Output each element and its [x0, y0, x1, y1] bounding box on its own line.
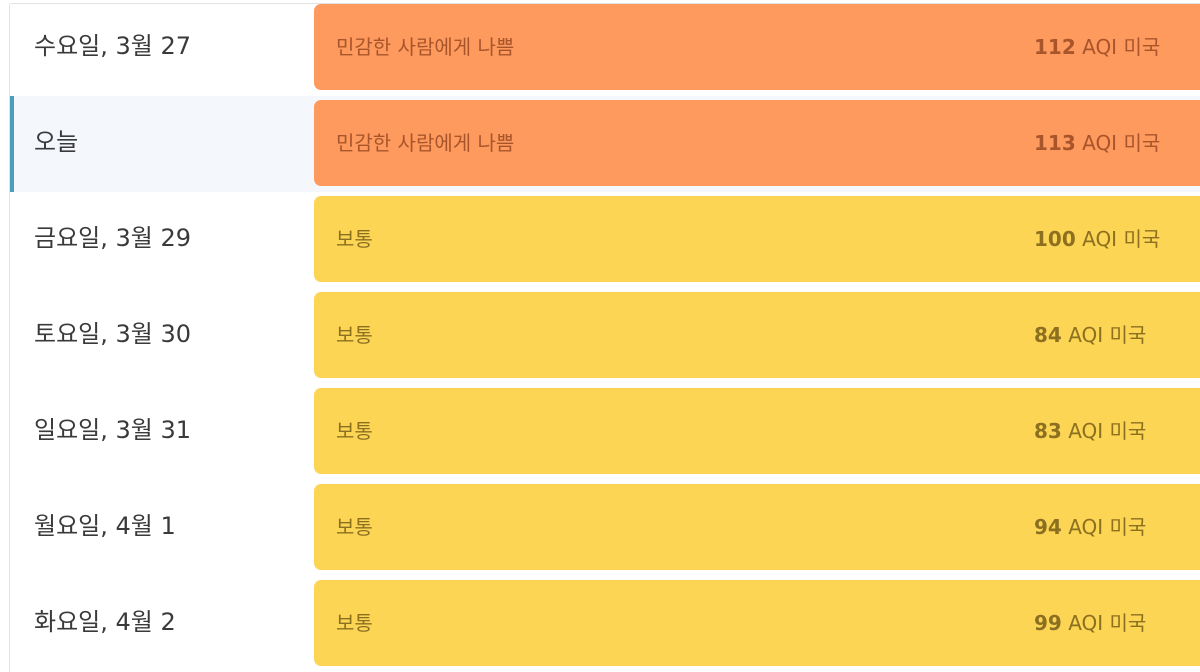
aqi-unit: AQI 미국 — [1082, 131, 1161, 155]
aqi-level-bar: 민감한 사람에게 나쁨 113 AQI 미국 — [314, 100, 1200, 186]
day-label: 오늘 — [34, 128, 79, 156]
aqi-level-bar: 보통 100 AQI 미국 — [314, 196, 1200, 282]
aqi-unit: AQI 미국 — [1068, 419, 1147, 443]
aqi-category: 보통 — [336, 227, 373, 251]
aqi-unit: AQI 미국 — [1082, 227, 1161, 251]
aqi-number: 84 — [1034, 323, 1062, 347]
aqi-level-bar: 보통 84 AQI 미국 — [314, 292, 1200, 378]
aqi-number: 83 — [1034, 419, 1062, 443]
forecast-row[interactable]: 화요일, 4월 2 보통 99 AQI 미국 — [10, 576, 1200, 672]
aqi-number: 112 — [1034, 35, 1076, 59]
aqi-category: 보통 — [336, 419, 373, 443]
aqi-number: 94 — [1034, 515, 1062, 539]
aqi-category: 보통 — [336, 323, 373, 347]
aqi-value: 113 AQI 미국 — [1034, 100, 1160, 186]
forecast-row[interactable]: 월요일, 4월 1 보통 94 AQI 미국 — [10, 480, 1200, 576]
day-label: 수요일, 3월 27 — [34, 32, 192, 60]
forecast-row[interactable]: 금요일, 3월 29 보통 100 AQI 미국 — [10, 192, 1200, 288]
aqi-value: 99 AQI 미국 — [1034, 580, 1146, 666]
aqi-unit: AQI 미국 — [1068, 515, 1147, 539]
day-label: 월요일, 4월 1 — [34, 512, 176, 540]
aqi-unit: AQI 미국 — [1082, 35, 1161, 59]
aqi-category: 민감한 사람에게 나쁨 — [336, 35, 515, 59]
aqi-number: 113 — [1034, 131, 1076, 155]
aqi-level-bar: 민감한 사람에게 나쁨 112 AQI 미국 — [314, 4, 1200, 90]
aqi-unit: AQI 미국 — [1068, 323, 1147, 347]
aqi-level-bar: 보통 83 AQI 미국 — [314, 388, 1200, 474]
aqi-number: 100 — [1034, 227, 1076, 251]
forecast-row[interactable]: 수요일, 3월 27 민감한 사람에게 나쁨 112 AQI 미국 — [10, 0, 1200, 96]
aqi-category: 보통 — [336, 515, 373, 539]
forecast-row[interactable]: 토요일, 3월 30 보통 84 AQI 미국 — [10, 288, 1200, 384]
day-label: 토요일, 3월 30 — [34, 320, 192, 348]
day-label: 금요일, 3월 29 — [34, 224, 192, 252]
aqi-value: 83 AQI 미국 — [1034, 388, 1146, 474]
forecast-row-today[interactable]: 오늘 민감한 사람에게 나쁨 113 AQI 미국 — [10, 96, 1200, 192]
aqi-category: 보통 — [336, 611, 373, 635]
day-label: 화요일, 4월 2 — [34, 608, 176, 636]
aqi-level-bar: 보통 99 AQI 미국 — [314, 580, 1200, 666]
forecast-row[interactable]: 일요일, 3월 31 보통 83 AQI 미국 — [10, 384, 1200, 480]
aqi-value: 112 AQI 미국 — [1034, 4, 1160, 90]
aqi-value: 100 AQI 미국 — [1034, 196, 1160, 282]
aqi-value: 84 AQI 미국 — [1034, 292, 1146, 378]
day-label: 일요일, 3월 31 — [34, 416, 192, 444]
aqi-number: 99 — [1034, 611, 1062, 635]
aqi-level-bar: 보통 94 AQI 미국 — [314, 484, 1200, 570]
aqi-category: 민감한 사람에게 나쁨 — [336, 131, 515, 155]
aqi-value: 94 AQI 미국 — [1034, 484, 1146, 570]
aqi-unit: AQI 미국 — [1068, 611, 1147, 635]
